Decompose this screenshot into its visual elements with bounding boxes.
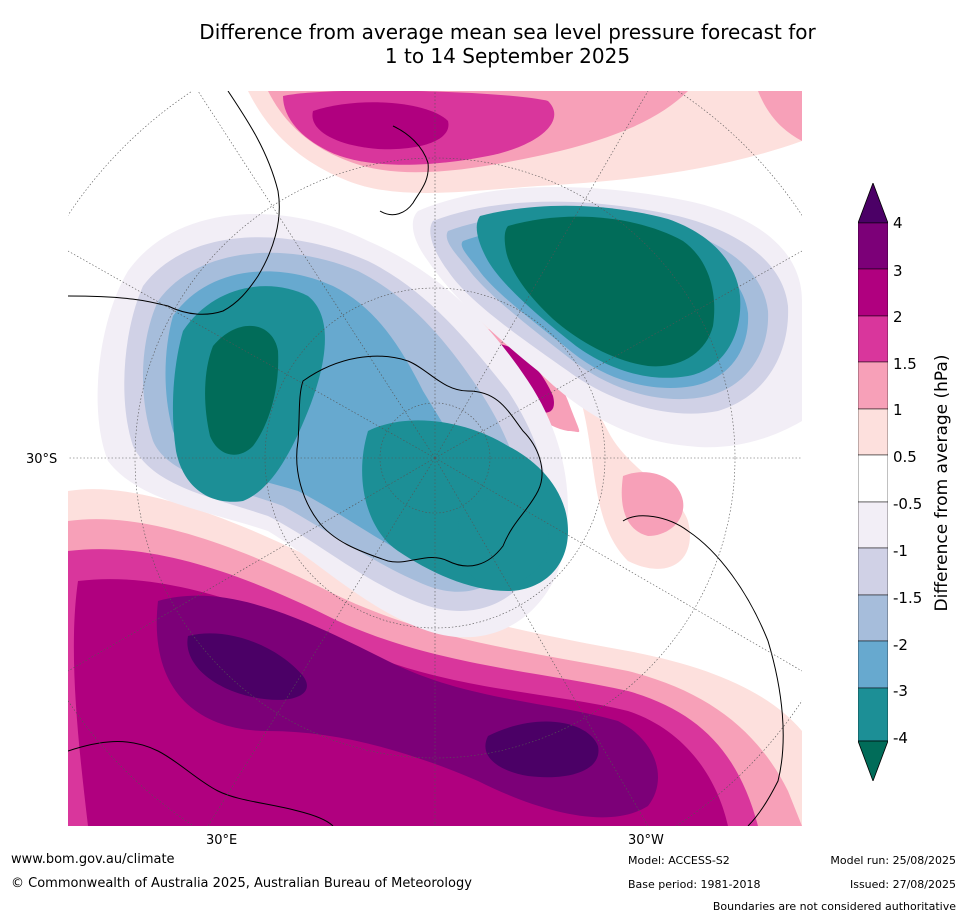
disclaimer-text: Boundaries are not considered authoritat…: [712, 900, 956, 913]
lat-label-30s: 30°S: [26, 452, 58, 467]
polar-map: [68, 91, 802, 826]
new-zealand-coast: [379, 125, 429, 216]
model-text: Model: ACCESS-S2: [628, 854, 730, 867]
map-title-line-2: 1 to 14 September 2025: [384, 44, 631, 68]
colorbar-tick: -3: [893, 682, 908, 700]
colorbar-tick: -1: [893, 542, 908, 560]
map-title: Difference from average mean sea level p…: [0, 20, 965, 68]
colorbar-tick: 1.5: [893, 355, 917, 373]
issued-text: Issued: 27/08/2025: [849, 878, 956, 891]
colorbar-bottom-arrow: [858, 740, 888, 781]
colorbar-tick: -1.5: [893, 589, 923, 607]
lon-label-30w: 30°W: [628, 833, 664, 848]
colorbar-tick: 3: [893, 262, 903, 280]
colorbar-band-neg1.5-2: [858, 594, 888, 642]
polar-map-svg: [68, 91, 802, 826]
negative-anomaly-east: [412, 187, 802, 448]
colorbar-band-neg2-3: [858, 640, 888, 689]
australia-coast: [68, 91, 280, 315]
south-america-coast: [622, 515, 784, 826]
colorbar-tick: -0.5: [893, 495, 923, 513]
coastlines: [68, 91, 784, 826]
colorbar-tick: 0.5: [893, 448, 917, 466]
graticule: [68, 91, 802, 826]
africa-coast: [68, 741, 334, 826]
map-title-line-1: Difference from average mean sea level p…: [199, 20, 816, 44]
colorbar-title: Difference from average (hPa): [932, 354, 952, 612]
copyright-text: © Commonwealth of Australia 2025, Austra…: [11, 876, 472, 891]
colorbar-tick: 2: [893, 308, 903, 326]
colorbar-tick: -4: [893, 729, 908, 747]
antarctica-coast: [296, 355, 543, 567]
negative-anomaly-antarctica: [362, 420, 568, 591]
colorbar-band-neg1-1.5: [858, 547, 888, 596]
positive-anomaly-north: [248, 91, 802, 193]
lon-label-30e: 30°E: [206, 833, 238, 848]
colorbar-band-1-1.5: [858, 361, 888, 410]
colorbar-tick: 1: [893, 401, 903, 419]
colorbar-tick: 4: [893, 214, 903, 232]
colorbar-band-neutral: [858, 454, 888, 503]
website-link[interactable]: www.bom.gov.au/climate: [11, 852, 175, 867]
colorbar-top-arrow: [858, 183, 888, 224]
colorbar-band-neg3-4: [858, 687, 888, 742]
colorbar-band-neg0.5-1: [858, 501, 888, 549]
colorbar-band-2-3: [858, 268, 888, 317]
colorbar-tick: -2: [893, 636, 908, 654]
colorbar-band-1.5-2: [858, 315, 888, 363]
colorbar-band-0.5-1: [858, 408, 888, 456]
colorbar: [858, 183, 888, 781]
base-period-text: Base period: 1981-2018: [628, 878, 761, 891]
colorbar-band-3-4: [858, 222, 888, 270]
model-run-text: Model run: 25/08/2025: [830, 854, 956, 867]
